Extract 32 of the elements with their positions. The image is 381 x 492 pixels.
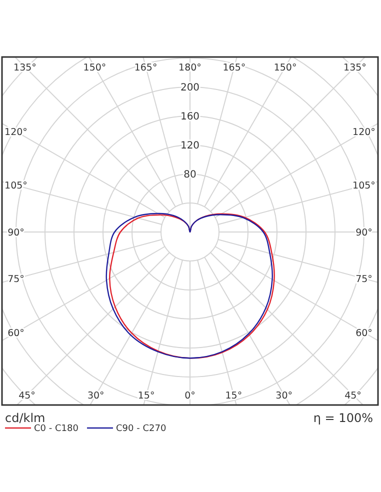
spoke-label: 15° [138,390,155,402]
y-tick-label: 80 [184,170,196,180]
spoke-label: 90° [8,227,24,238]
spoke-label: 60° [356,328,372,339]
spoke-label: 105° [4,180,28,192]
spoke-label: 120° [352,126,376,138]
spoke-label: 75° [356,274,372,285]
y-tick-label: 200 [180,82,200,94]
legend-label: C0 - C180 [34,424,79,434]
spoke-label: 45° [18,390,36,402]
spoke-label: 165° [222,62,246,74]
spoke-label: 45° [344,390,362,402]
spoke-label: 120° [4,126,28,138]
spoke-label: 150° [274,62,297,74]
spoke-label: 75° [8,274,24,285]
spoke-label: 30° [276,390,293,402]
text: cd/klm [5,411,46,426]
spoke-label: 15° [225,390,242,402]
spoke-label: 30° [87,390,104,402]
spoke-label: 150° [83,62,106,74]
spoke-label: 135° [14,62,36,74]
spoke-label: 0° [184,390,196,402]
spoke-label: 135° [344,62,366,74]
legend-label: C90 - C270 [116,424,166,434]
y-tick-label: 120 [180,140,200,152]
text: η = 100% [313,411,373,426]
y-tick-label: 160 [180,112,200,122]
spoke-label: 165° [134,62,158,74]
spoke-label: 90° [356,227,372,238]
spoke-label: 105° [352,180,376,192]
spoke-label: 60° [8,328,24,339]
spoke-label: 180° [178,62,202,74]
